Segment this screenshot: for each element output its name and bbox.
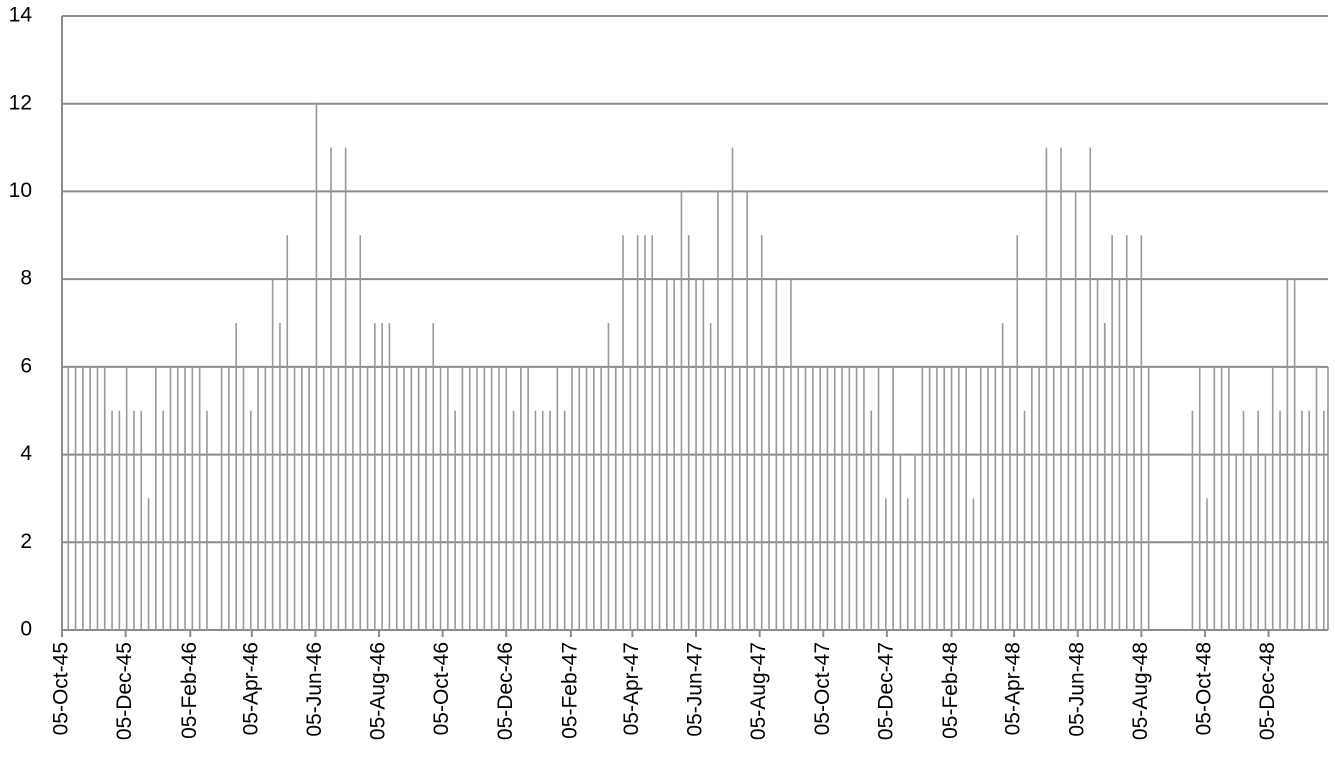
x-tick-label: 05-Apr-46: [239, 642, 262, 735]
y-tick-label: 0: [20, 618, 32, 641]
y-tick-label: 12: [9, 91, 32, 114]
y-tick-label: 10: [9, 179, 32, 202]
x-tick-label: 05-Feb-47: [558, 642, 581, 739]
y-tick-label: 4: [20, 442, 32, 465]
x-tick-label: 05-Feb-46: [178, 642, 201, 739]
x-tick-label: 05-Jun-46: [303, 642, 326, 737]
y-tick-label: 2: [20, 530, 32, 553]
x-tick-label: 05-Oct-45: [50, 642, 73, 735]
x-tick-label: 05-Dec-47: [874, 642, 897, 740]
x-tick-label: 05-Aug-47: [747, 642, 770, 740]
x-tick-label: 05-Dec-46: [494, 642, 517, 740]
x-tick-label: 05-Oct-47: [811, 642, 834, 735]
x-tick-label: 05-Apr-47: [620, 642, 643, 735]
x-tick-label: 05-Feb-48: [939, 642, 962, 739]
y-tick-label: 6: [20, 354, 32, 377]
x-tick-label: 05-Oct-48: [1192, 642, 1215, 735]
x-tick-label: 05-Aug-48: [1129, 642, 1152, 740]
x-tick-label: 05-Aug-46: [367, 642, 390, 740]
x-tick-label: 05-Jun-48: [1065, 642, 1088, 737]
y-tick-label: 14: [9, 4, 33, 27]
x-tick-label: 05-Dec-48: [1256, 642, 1279, 740]
x-tick-label: 05-Apr-48: [1002, 642, 1025, 735]
x-tick-label: 05-Oct-46: [430, 642, 453, 735]
x-tick-label: 05-Jun-47: [684, 642, 707, 737]
y-tick-label: 8: [20, 267, 32, 290]
x-tick-label: 05-Dec-45: [113, 642, 136, 740]
